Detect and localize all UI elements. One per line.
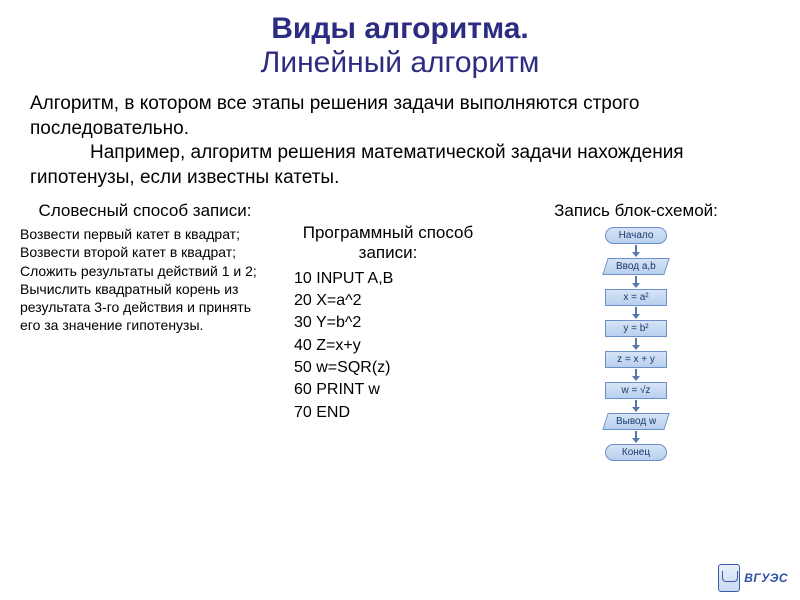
verbal-body: Возвести первый катет в квадрат;Возвести…	[20, 225, 270, 334]
verbal-line: Возвести второй катет в квадрат;	[20, 243, 270, 261]
program-line: 60 PRINT w	[294, 379, 488, 401]
program-line: 20 X=a^2	[294, 290, 488, 312]
flow-node: y = b²	[605, 320, 667, 337]
verbal-column: Словесный способ записи: Возвести первый…	[20, 201, 270, 335]
flow-node: w = √z	[605, 382, 667, 399]
verbal-line: Сложить результаты действий 1 и 2;	[20, 262, 270, 280]
verbal-title: Словесный способ записи:	[20, 201, 270, 221]
flow-node: x = a²	[605, 289, 667, 306]
intro-p2: Например, алгоритм решения математическо…	[30, 141, 770, 190]
logo-icon	[718, 564, 740, 592]
title-main: Виды алгоритма.	[271, 12, 529, 45]
columns: Словесный способ записи: Возвести первый…	[0, 201, 800, 461]
verbal-line: Возвести первый катет в квадрат;	[20, 225, 270, 243]
program-body: 10 INPUT A,B20 X=a^230 Y=b^240 Z=x+y50 w…	[288, 268, 488, 425]
flow-node: z = x + y	[605, 351, 667, 368]
verbal-line: Вычислить квадратный корень из результат…	[20, 280, 270, 335]
logo: ВГУЭС	[718, 564, 788, 592]
flow-title: Запись блок-схемой:	[506, 201, 766, 221]
program-line: 40 Z=x+y	[294, 335, 488, 357]
flowchart: Начало Ввод a,b x = a² y = b² z = x + y w = √…	[506, 227, 766, 461]
program-line: 30 Y=b^2	[294, 312, 488, 334]
program-line: 70 END	[294, 402, 488, 424]
flow-node: Начало	[605, 227, 667, 244]
title-sub: Линейный алгоритм	[261, 46, 540, 79]
slide-title: Виды алгоритма. Линейный алгоритм	[0, 0, 800, 86]
program-title: Программный способ записи:	[288, 223, 488, 264]
program-line: 50 w=SQR(z)	[294, 357, 488, 379]
intro-p1: Алгоритм, в котором все этапы решения за…	[30, 92, 770, 141]
intro-text: Алгоритм, в котором все этапы решения за…	[0, 86, 800, 201]
program-line: 10 INPUT A,B	[294, 268, 488, 290]
logo-text: ВГУЭС	[744, 571, 788, 585]
flow-node: Конец	[605, 444, 667, 461]
flow-node: Вывод w	[602, 413, 670, 430]
flow-node: Ввод a,b	[602, 258, 670, 275]
flowchart-column: Запись блок-схемой: Начало Ввод a,b x = a²…	[506, 201, 766, 461]
program-column: Программный способ записи: 10 INPUT A,B2…	[288, 223, 488, 425]
